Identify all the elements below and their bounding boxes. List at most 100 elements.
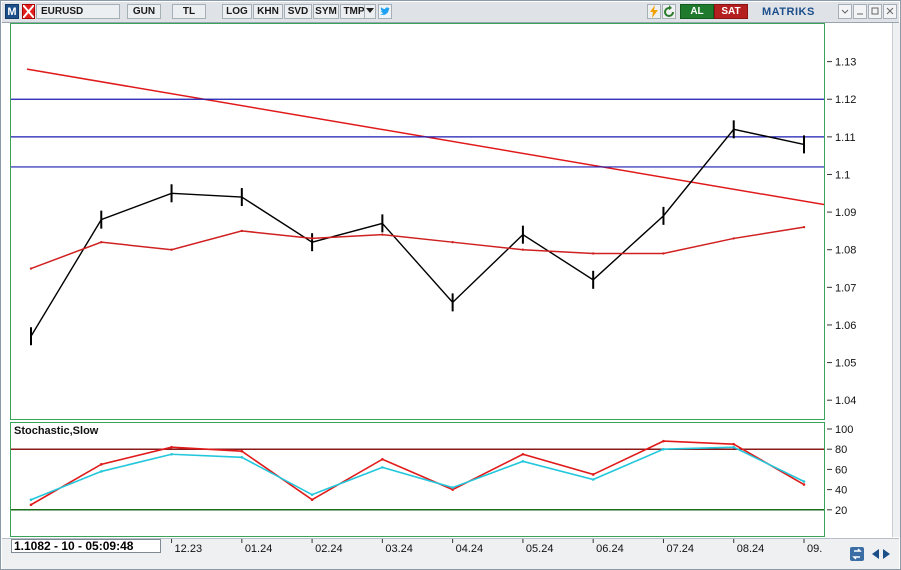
app-logo[interactable]: M <box>5 4 19 19</box>
stochastic-k-line <box>30 440 805 506</box>
price-readout: 1.1082 - 10 - 05:09:48 <box>11 539 161 553</box>
stochastic-d-point <box>662 447 665 451</box>
price-axis-label: 1.11 <box>835 132 856 144</box>
currency-tl-button[interactable]: TL <box>172 4 206 19</box>
moving-average-point <box>802 225 806 229</box>
twitter-button[interactable] <box>378 4 392 19</box>
tmp-dropdown-button[interactable] <box>364 4 376 19</box>
chevron-down-icon <box>366 8 374 13</box>
price-axis-label: 1.06 <box>835 320 856 332</box>
stochastic-d-point <box>170 452 173 456</box>
price-chart[interactable] <box>11 24 825 419</box>
sym-button[interactable]: SYM <box>313 4 339 19</box>
stochastic-k-point <box>310 498 314 501</box>
maximize-icon <box>871 7 879 15</box>
time-axis-label: 07.24 <box>666 543 694 555</box>
stochastic-k-point <box>99 463 103 466</box>
toolbar: M EURUSD GUN TL LOG KHN SVD SYM TMP AL S… <box>2 2 899 23</box>
window-close-button[interactable] <box>883 4 897 19</box>
stochastic-d-point <box>99 470 103 473</box>
time-axis-label: 12.23 <box>175 543 203 555</box>
time-axis-label: 01.24 <box>245 543 273 555</box>
stochastic-axis-label: 20 <box>835 505 847 517</box>
stochastic-k-point <box>732 442 736 446</box>
time-axis-label: 06.24 <box>596 543 624 555</box>
stochastic-axis-label: 100 <box>835 424 853 436</box>
symbol-flag-icon[interactable] <box>22 4 35 19</box>
minimize-button[interactable] <box>838 4 852 19</box>
stochastic-axis-label: 80 <box>835 444 847 456</box>
log-scale-button[interactable]: LOG <box>222 4 252 19</box>
stochastic-axis-label: 60 <box>835 464 847 476</box>
moving-average-point <box>100 240 103 244</box>
stochastic-d-point <box>381 466 384 469</box>
price-axis-label: 1.04 <box>835 395 856 407</box>
stochastic-k-point <box>451 488 454 491</box>
close-icon <box>886 7 894 15</box>
stochastic-d-point <box>591 478 595 481</box>
svd-button[interactable]: SVD <box>284 4 312 19</box>
refresh-icon <box>664 5 674 17</box>
moving-average-point <box>591 252 595 255</box>
stochastic-d-point <box>521 460 525 463</box>
stochastic-k-point <box>381 458 384 461</box>
nav-controls[interactable] <box>850 546 894 562</box>
price-axis-label: 1.1 <box>835 169 850 181</box>
moving-average-point <box>240 229 244 233</box>
moving-average-point <box>521 248 525 251</box>
scroll-right-icon[interactable] <box>883 549 890 559</box>
symbol-selector[interactable]: EURUSD <box>36 4 120 19</box>
price-axis-label: 1.09 <box>835 207 856 219</box>
moving-average-point <box>310 237 314 240</box>
stochastic-k-point <box>170 445 173 449</box>
minimize-icon <box>857 13 863 15</box>
stochastic-d-point <box>451 486 454 489</box>
price-axis-label: 1.05 <box>835 358 856 370</box>
twitter-bird-icon <box>380 7 390 15</box>
refresh-button[interactable] <box>662 4 676 19</box>
moving-average-point <box>451 240 454 244</box>
sell-button[interactable]: SAT <box>714 4 748 19</box>
stochastic-d-point <box>310 493 314 496</box>
time-axis-label: 03.24 <box>385 543 413 555</box>
price-series-line <box>30 128 805 337</box>
stochastic-panel[interactable]: Stochastic,Slow <box>10 422 825 537</box>
stochastic-k-point <box>240 449 244 453</box>
moving-average-line <box>30 226 805 270</box>
status-bar: 10.2311.2312.2301.2402.2403.2404.2405.24… <box>2 538 899 569</box>
stochastic-chart[interactable] <box>11 423 824 536</box>
vertical-scrollbar[interactable] <box>892 23 900 537</box>
lightning-icon <box>650 5 658 18</box>
window-minimize-button[interactable] <box>853 4 867 19</box>
navigation-icons[interactable] <box>850 546 894 562</box>
time-axis-label: 08.24 <box>737 543 765 555</box>
price-axis-label: 1.07 <box>835 282 856 294</box>
stochastic-k-point <box>521 452 525 456</box>
stochastic-d-point <box>240 455 244 459</box>
window-maximize-button[interactable] <box>868 4 882 19</box>
moving-average-point <box>662 252 665 255</box>
price-axis[interactable]: 1.13 1.12 1.11 1.1 1.09 1.08 1.07 1.06 1.05 1.04 1… <box>827 23 891 537</box>
lightning-button[interactable] <box>647 4 661 19</box>
time-axis-label: 05.24 <box>526 543 554 555</box>
scroll-left-icon[interactable] <box>872 549 879 559</box>
stochastic-k-point <box>29 503 33 507</box>
period-gun-button[interactable]: GUN <box>127 4 161 19</box>
time-axis-label: 09.24 <box>807 543 822 555</box>
stochastic-d-line <box>30 446 805 501</box>
buy-button[interactable]: AL <box>680 4 714 19</box>
price-axis-label: 1.08 <box>835 245 856 257</box>
price-chart-panel[interactable] <box>10 23 825 420</box>
stochastic-axis-label: 40 <box>835 485 847 497</box>
time-axis-label: 02.24 <box>315 543 343 555</box>
stochastic-k-point <box>591 473 595 476</box>
khn-button[interactable]: KHN <box>253 4 283 19</box>
flag-icon <box>22 4 35 19</box>
sync-icon[interactable] <box>850 547 864 561</box>
stochastic-k-point <box>662 439 665 443</box>
stochastic-d-point <box>802 480 806 483</box>
indicator-title: Stochastic,Slow <box>14 425 99 437</box>
moving-average-point <box>170 248 173 251</box>
price-axis-label: 1.13 <box>835 57 856 69</box>
